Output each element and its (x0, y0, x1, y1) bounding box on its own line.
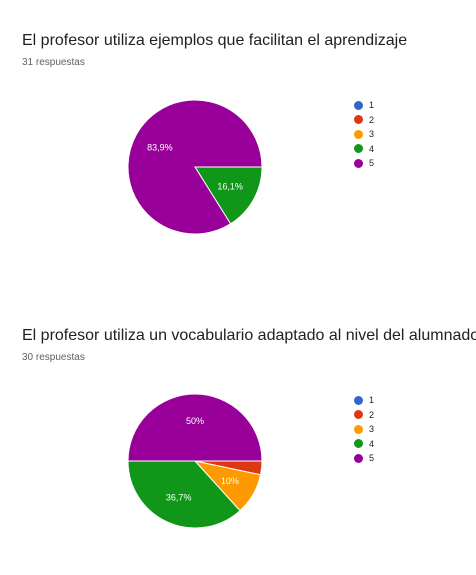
legend-swatch (354, 395, 363, 405)
legend-label: 3 (369, 424, 375, 434)
response-count: 31 respuestas (22, 57, 85, 68)
pie-slice-label: 50% (186, 416, 204, 426)
legend-item: 3 (354, 127, 374, 141)
legend-label: 1 (369, 395, 375, 405)
question-card-vocabulario: El profesor utiliza un vocabulario adapt… (0, 295, 476, 575)
pie-slice-5 (127, 393, 263, 462)
pie-chart: 16,1% 83,9% (127, 99, 263, 235)
response-count: 30 respuestas (22, 352, 85, 363)
legend-label: 2 (369, 114, 375, 125)
legend-swatch (354, 158, 363, 168)
legend-item: 1 (354, 98, 374, 112)
pie-slice-4 (194, 166, 263, 225)
legend-swatch (354, 100, 363, 110)
legend-swatch (354, 115, 363, 124)
chart-legend: 1 2 3 4 5 (354, 98, 374, 171)
pie-slice-label: 16,1% (217, 181, 243, 191)
pie-slice-label: 10% (221, 476, 239, 486)
legend-label: 4 (369, 143, 375, 154)
legend-label: 2 (369, 409, 375, 420)
legend-label: 4 (369, 438, 375, 449)
legend-item: 4 (354, 437, 374, 451)
legend-item: 3 (354, 422, 374, 436)
pie-slice-5 (127, 99, 263, 235)
legend-swatch (354, 439, 363, 448)
legend-swatch (354, 144, 363, 153)
pie-slice-label: 36,7% (166, 493, 192, 503)
legend-swatch (354, 410, 363, 419)
legend-item: 5 (354, 156, 374, 170)
legend-swatch (354, 453, 363, 463)
legend-label: 5 (369, 158, 375, 168)
legend-item: 4 (354, 142, 374, 156)
question-title: El profesor utiliza un vocabulario adapt… (22, 327, 476, 344)
legend-item: 1 (354, 393, 374, 407)
legend-swatch (354, 129, 363, 139)
pie-slice-label: 83,9% (147, 143, 173, 153)
legend-item: 2 (354, 113, 374, 127)
question-card-ejemplos: El profesor utiliza ejemplos que facilit… (0, 0, 476, 280)
legend-item: 2 (354, 408, 374, 422)
question-title: El profesor utiliza ejemplos que facilit… (22, 32, 408, 49)
pie-chart: 10% 36,7% 50% (127, 393, 263, 529)
legend-item: 5 (354, 451, 374, 465)
legend-label: 5 (369, 453, 375, 463)
chart-legend: 1 2 3 4 5 (354, 393, 374, 466)
legend-swatch (354, 424, 363, 434)
pie-slice-4 (127, 460, 241, 529)
legend-label: 3 (369, 129, 375, 139)
legend-label: 1 (369, 100, 375, 110)
